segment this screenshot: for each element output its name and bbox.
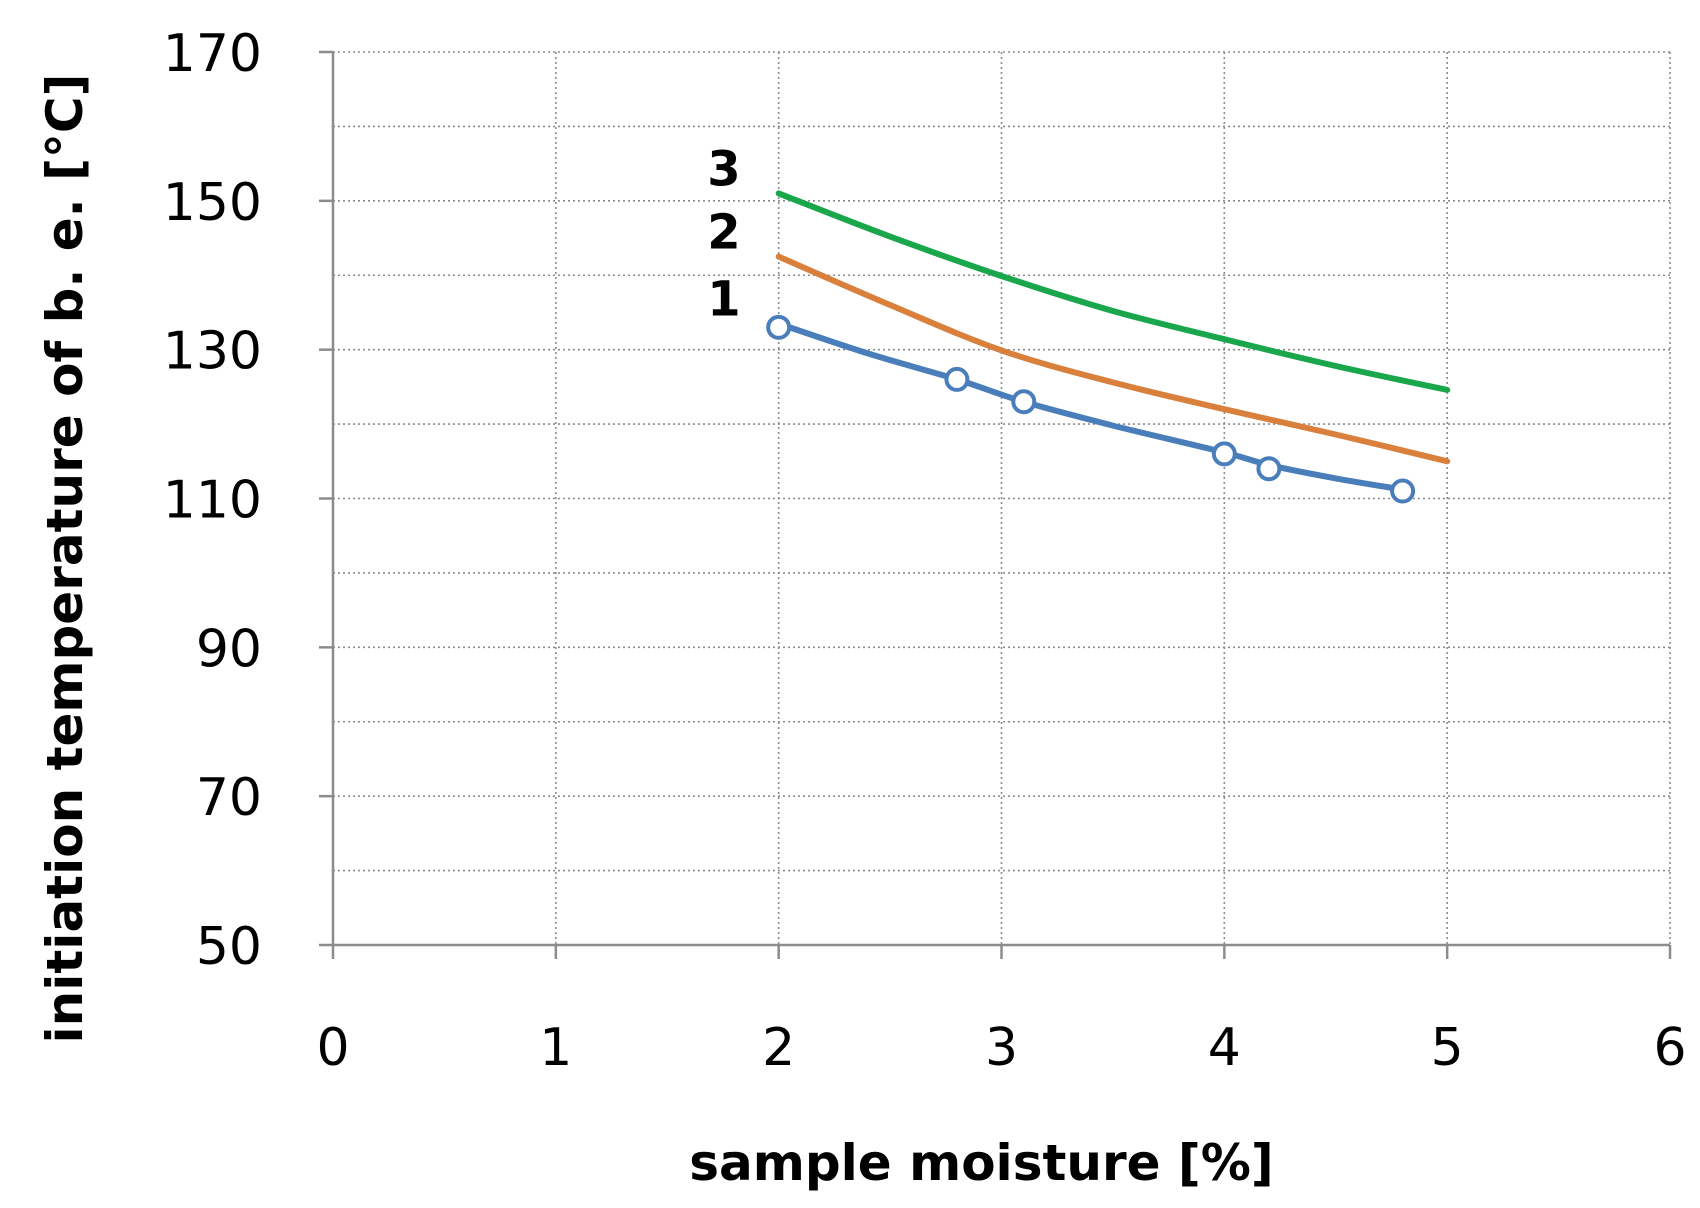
y-tick-label: 170 — [163, 24, 262, 84]
series-1-point — [944, 366, 970, 392]
series-1-point — [1390, 478, 1416, 504]
series-label-3: 3 — [707, 141, 740, 197]
x-tick-label: 5 — [1431, 1018, 1464, 1078]
series-layer — [766, 190, 1451, 504]
y-tick-label: 90 — [196, 619, 262, 679]
series-1 — [766, 314, 1416, 504]
series-1-line — [775, 320, 1406, 493]
series-label-2: 2 — [707, 205, 740, 261]
y-tick-label: 70 — [196, 768, 262, 828]
y-tick-label: 110 — [163, 471, 262, 531]
y-tick-label: 150 — [163, 173, 262, 233]
series-2-line — [775, 253, 1451, 465]
y-axis-title: initiation temperature of b. e. [°C] — [36, 74, 94, 1044]
axes — [319, 50, 1672, 959]
x-tick-label: 6 — [1653, 1018, 1686, 1078]
x-tick-label: 0 — [316, 1018, 349, 1078]
series-3 — [775, 190, 1451, 393]
series-label-1: 1 — [707, 272, 740, 328]
x-tick-label: 1 — [539, 1018, 572, 1078]
series-1-point — [1211, 441, 1237, 467]
series-2 — [775, 253, 1451, 465]
x-tick-label: 2 — [762, 1018, 795, 1078]
series-1-point — [766, 314, 792, 340]
x-tick-label: 4 — [1208, 1018, 1241, 1078]
series-1-point — [1256, 456, 1282, 482]
series-3-line — [775, 190, 1451, 393]
labels: 0 1 2 3 4 5 6 50 70 90 110 130 150 170 sample moisture… — [36, 24, 1687, 1192]
y-tick-label: 130 — [163, 322, 262, 382]
x-tick-label: 3 — [985, 1018, 1018, 1078]
x-axis-title: sample moisture [%] — [689, 1134, 1273, 1192]
series-1-point — [1011, 389, 1037, 415]
grid — [333, 51, 1671, 945]
y-tick-label: 50 — [196, 917, 262, 977]
